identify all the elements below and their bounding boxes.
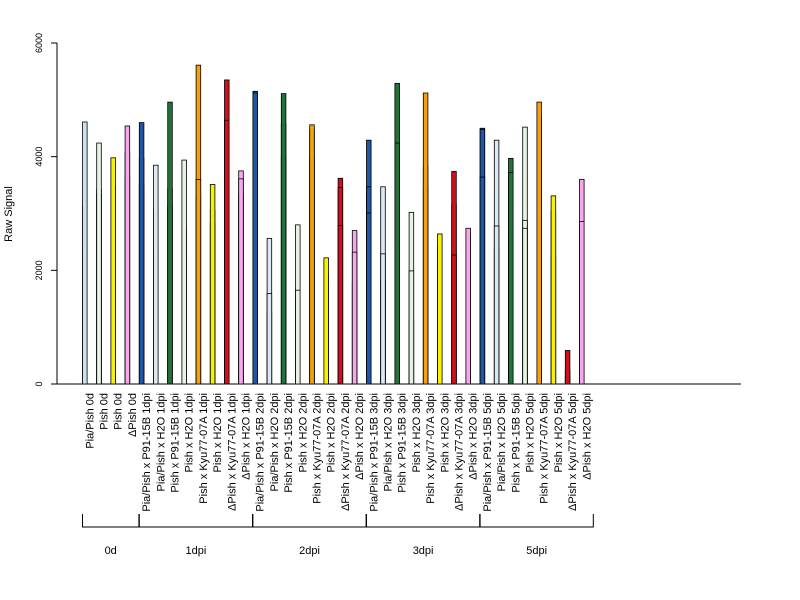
x-tick-label: ΔPish x H2O 1dpi	[241, 393, 253, 480]
group-bracket	[366, 514, 481, 528]
bar	[394, 142, 400, 385]
x-tick-label: Pish x P91-15B 1dpi	[170, 393, 182, 493]
bar	[437, 233, 443, 385]
bar	[508, 172, 514, 385]
group-label: 1dpi	[186, 545, 207, 557]
bar	[252, 92, 258, 385]
x-tick-label: Pia/Pish x P91-15B 1dpi	[141, 393, 153, 512]
x-tick-label: Pish x H2O 5dpi	[553, 393, 565, 472]
group-bracket	[138, 514, 253, 528]
group-label: 2dpi	[299, 545, 320, 557]
bars	[82, 64, 585, 385]
x-tick-label: Pia/Pish x P91-15B 2dpi	[255, 393, 267, 512]
x-tick-label: ΔPish 0d	[127, 393, 139, 437]
x-tick-label: Pish x Kyu77-07A 3dpi	[425, 393, 437, 504]
x-tick-label: Pish x H2O 3dpi	[439, 393, 451, 472]
x-tick-label: ΔPish x Kyu77-07A 5dpi	[567, 393, 579, 511]
x-tick-label: ΔPish x Kyu77-07A 2dpi	[340, 393, 352, 511]
bar	[309, 124, 315, 385]
x-tick-label: Pish x H2O 2dpi	[326, 393, 338, 472]
bar	[266, 293, 273, 385]
x-tick-label: Pia/Pish x H2O 2dpi	[269, 393, 281, 491]
bar	[96, 142, 102, 385]
y-axis-title: Raw Signal	[3, 186, 15, 242]
bar	[422, 92, 429, 385]
x-tick-label: Pia/Pish x P91-15B 5dpi	[482, 393, 494, 512]
bar	[323, 257, 329, 385]
bar	[82, 121, 88, 385]
x-tick-label: Pish x P91-15B 2dpi	[283, 393, 295, 493]
bar	[366, 212, 372, 385]
bar	[380, 253, 386, 385]
bar	[209, 184, 216, 385]
x-tick-label: Pish x Kyu77-07A 5dpi	[539, 393, 551, 504]
x-tick-label: Pia/Pish 0d	[84, 393, 96, 449]
x-tick-label: Pia/Pish x H2O 1dpi	[155, 393, 167, 491]
bar	[153, 164, 159, 385]
bar	[124, 125, 131, 385]
bar	[536, 101, 542, 385]
x-tick-label: ΔPish x H2O 2dpi	[354, 393, 366, 480]
group-bracket	[82, 514, 140, 528]
x-tick-label: ΔPish x Kyu77-07A 3dpi	[454, 393, 466, 511]
x-tick-label: Pish x H2O 1dpi	[184, 393, 196, 472]
x-tick-label: Pia/Pish x P91-15B 3dpi	[368, 393, 380, 512]
bar	[451, 254, 457, 385]
bar	[493, 225, 500, 385]
bar	[295, 289, 301, 385]
y-tick-label: 4000	[34, 147, 44, 167]
bar	[564, 350, 571, 385]
group-bracket	[479, 514, 594, 528]
group-label: 5dpi	[526, 545, 547, 557]
x-tick-label: Pish x P91-15B 5dpi	[510, 393, 522, 493]
bar	[167, 101, 173, 385]
bar	[337, 225, 344, 385]
x-tick-label: ΔPish x Kyu77-07A 1dpi	[226, 393, 238, 511]
x-tick-label: Pia/Pish x H2O 5dpi	[496, 393, 508, 491]
bar	[224, 119, 230, 385]
bar	[579, 221, 585, 385]
bar	[408, 270, 415, 385]
group-label: 3dpi	[413, 545, 434, 557]
bar	[110, 157, 116, 385]
x-tick-label: Pish x P91-15B 3dpi	[397, 393, 409, 493]
x-tick-label: Pish 0d	[113, 393, 125, 430]
x-tick-label: Pish 0d	[99, 393, 111, 430]
x-tick-label: Pish x H2O 1dpi	[212, 393, 224, 472]
bar	[238, 178, 244, 385]
bar	[465, 227, 471, 385]
x-tick-label: Pish x H2O 2dpi	[297, 393, 309, 472]
bar	[138, 122, 145, 385]
y-tick-label: 2000	[34, 260, 44, 280]
bar	[351, 251, 358, 385]
bar	[479, 176, 486, 385]
bar	[195, 178, 202, 385]
x-tick-labels: Pia/Pish 0d Pish 0d Pish 0d ΔPish 0d Pia/Pis…	[84, 393, 593, 512]
bar	[280, 93, 287, 385]
x-tick-label: ΔPish x H2O 3dpi	[468, 393, 480, 480]
x-tick-label: Pish x H2O 5dpi	[525, 393, 537, 472]
x-tick-label: Pish x H2O 3dpi	[411, 393, 423, 472]
y-tick-label: 6000	[34, 33, 44, 53]
x-tick-label: Pia/Pish x H2O 3dpi	[383, 393, 395, 491]
bar	[522, 227, 528, 385]
group-label: 0d	[105, 545, 117, 557]
bar	[550, 195, 557, 385]
x-tick-label: ΔPish x H2O 5dpi	[581, 393, 593, 480]
x-tick-label: Pish x Kyu77-07A 2dpi	[312, 393, 324, 504]
y-tick-label: 0	[34, 381, 44, 386]
bar	[181, 159, 187, 385]
group-bracket	[252, 514, 367, 528]
group-brackets: 0d 1dpi 2dpi 3dpi 5dpi	[82, 514, 594, 557]
x-tick-label: Pish x Kyu77-07A 1dpi	[198, 393, 210, 504]
